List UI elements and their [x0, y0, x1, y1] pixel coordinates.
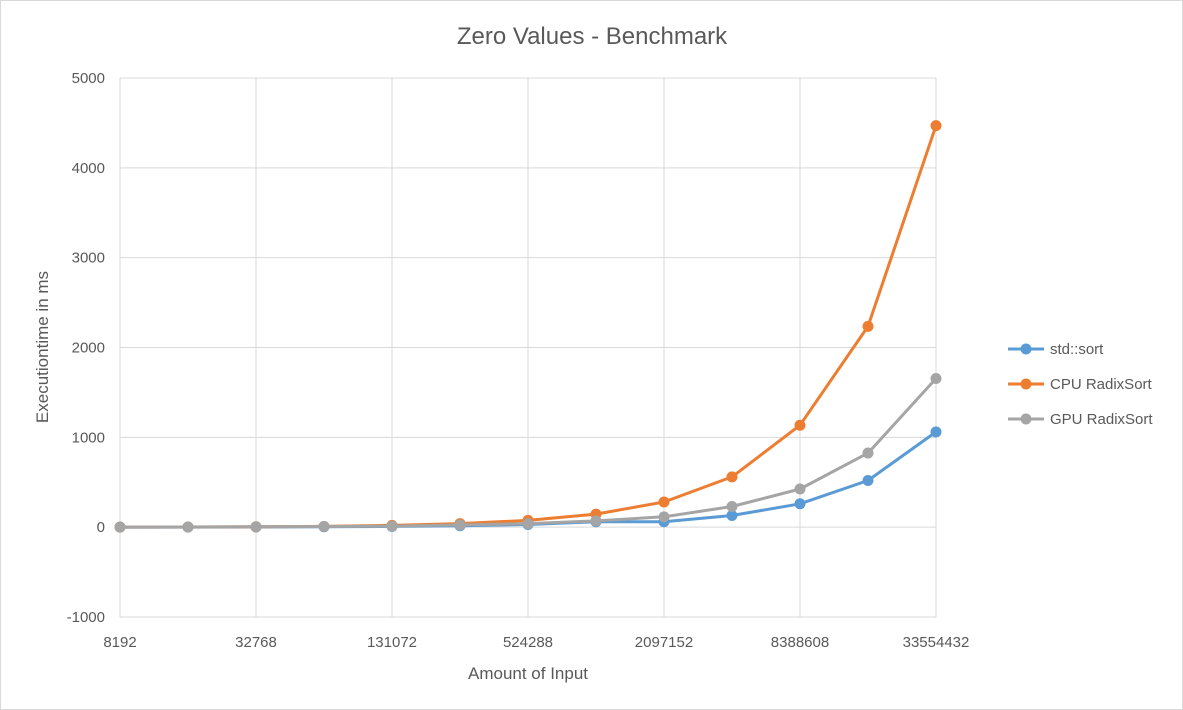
data-point	[114, 521, 126, 533]
data-point	[862, 474, 874, 486]
y-tick-label: -1000	[67, 609, 105, 626]
legend-item: GPU RadixSort	[1008, 411, 1153, 428]
data-point	[454, 519, 466, 531]
x-tick-label: 33554432	[903, 634, 970, 651]
data-point	[862, 447, 874, 459]
data-point	[522, 518, 534, 530]
data-point	[726, 501, 738, 513]
y-axis-title: Executiontime in ms	[33, 271, 52, 423]
data-point	[794, 483, 806, 495]
legend-item: std::sort	[1008, 341, 1104, 358]
data-point	[658, 511, 670, 523]
data-point	[590, 515, 602, 527]
y-tick-label: 1000	[72, 429, 105, 446]
chart-title: Zero Values - Benchmark	[457, 23, 728, 50]
data-point	[862, 320, 874, 332]
data-point	[386, 520, 398, 532]
legend-label: std::sort	[1050, 341, 1104, 358]
data-point	[250, 521, 262, 533]
y-tick-label: 3000	[72, 250, 105, 267]
x-tick-label: 524288	[503, 634, 553, 651]
axis-layer: -1000 0 1000 2000 3000 4000 5000 8192 32768 13107…	[67, 70, 970, 651]
y-tick-label: 5000	[72, 70, 105, 87]
data-point	[318, 521, 330, 533]
legend-swatch-marker	[1020, 413, 1032, 425]
legend-swatch-marker	[1020, 343, 1032, 355]
y-tick-label: 4000	[72, 160, 105, 177]
grid-layer	[119, 77, 937, 618]
legend-label: CPU RadixSort	[1050, 376, 1153, 393]
y-tick-label: 2000	[72, 340, 105, 357]
data-point	[726, 471, 738, 483]
series-layer	[114, 120, 942, 533]
x-tick-label: 2097152	[635, 634, 693, 651]
data-point	[182, 521, 194, 533]
series-2	[114, 372, 942, 533]
x-tick-label: 32768	[235, 634, 277, 651]
data-point	[930, 426, 942, 438]
data-point	[726, 509, 738, 521]
data-point	[930, 120, 942, 132]
x-tick-label: 8388608	[771, 634, 829, 651]
data-point	[658, 496, 670, 508]
x-axis-title: Amount of Input	[468, 664, 588, 683]
legend-item: CPU RadixSort	[1008, 376, 1153, 393]
x-tick-label: 8192	[103, 634, 136, 651]
legend-label: GPU RadixSort	[1050, 411, 1153, 428]
data-point	[794, 498, 806, 510]
data-point	[794, 419, 806, 431]
y-tick-label: 0	[97, 519, 105, 536]
x-tick-label: 131072	[367, 634, 417, 651]
data-point	[930, 372, 942, 384]
legend-swatch-marker	[1020, 378, 1032, 390]
